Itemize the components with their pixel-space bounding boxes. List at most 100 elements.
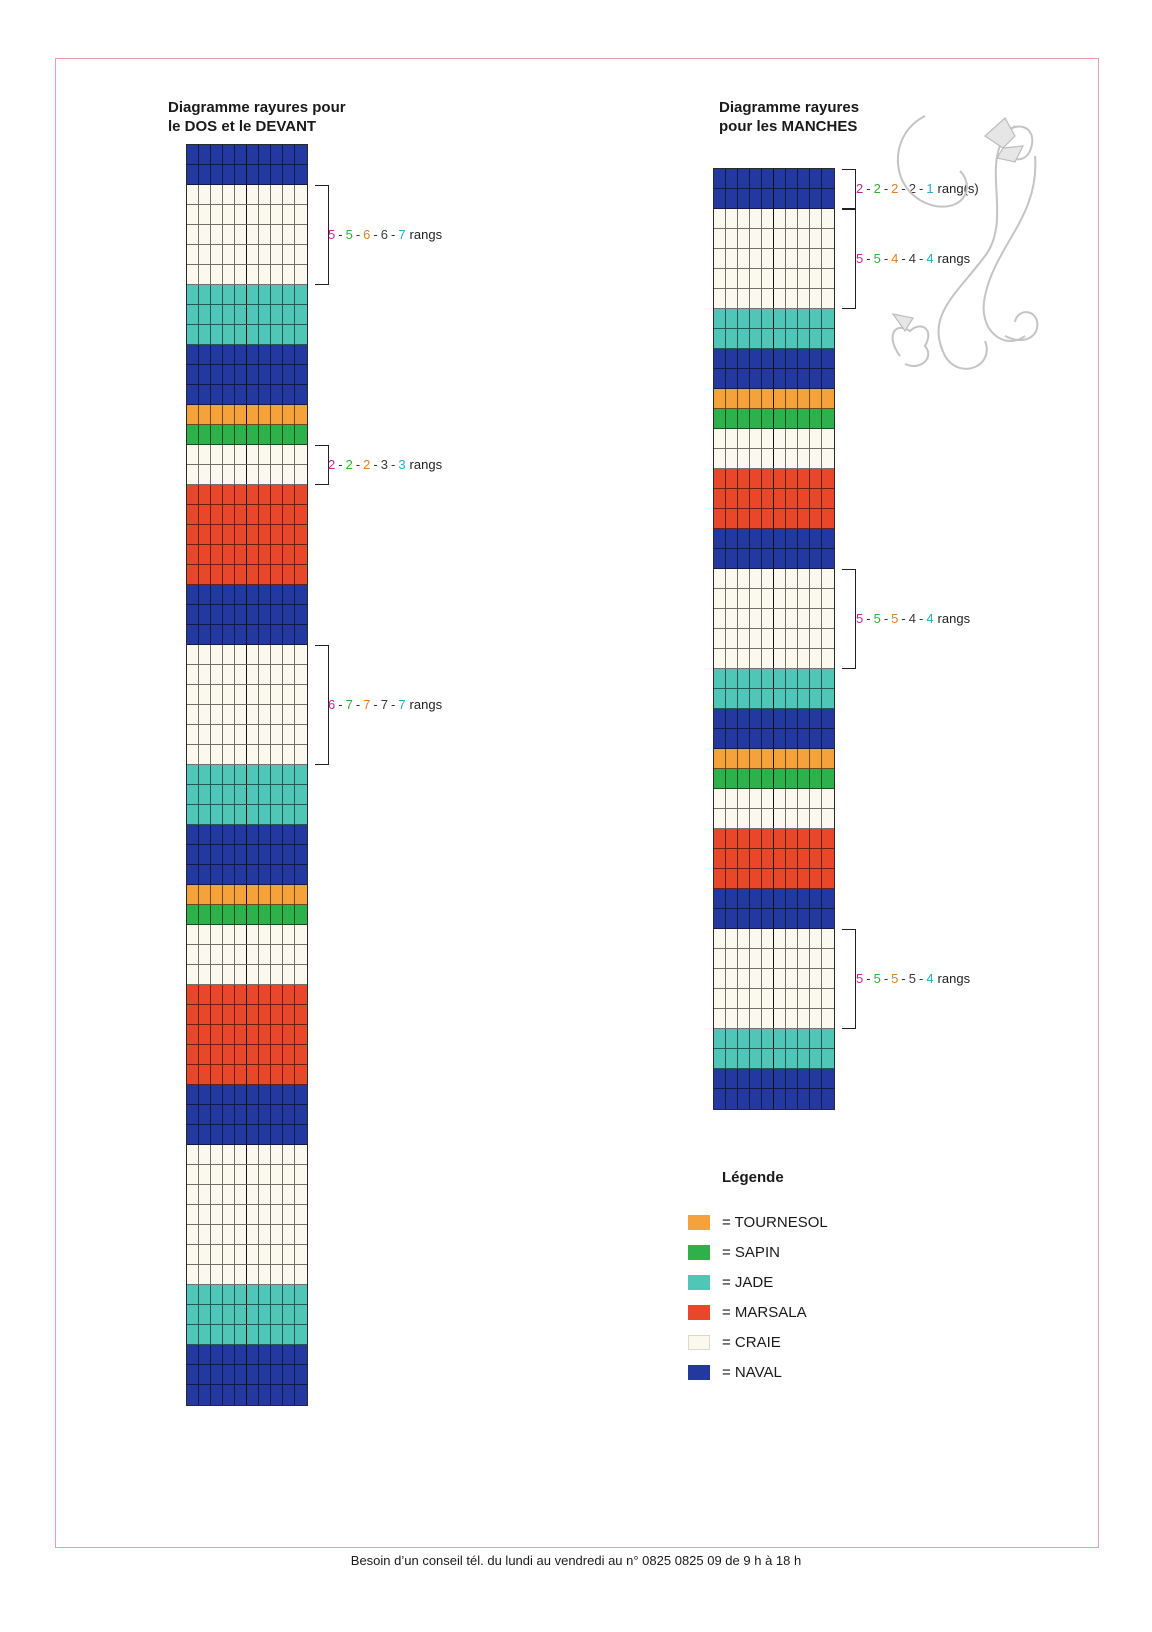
stripe-row-marsala [187, 505, 307, 525]
stripe-row-marsala [714, 829, 834, 849]
stripe-row-naval [187, 1085, 307, 1105]
stripe-row-craie [187, 745, 307, 765]
stripe-row-jade [187, 805, 307, 825]
stripe-row-craie [714, 949, 834, 969]
stripe-row-craie [714, 289, 834, 309]
size-row-count: 6 [328, 697, 336, 712]
legend-item-tournesol: = TOURNESOL [688, 1213, 828, 1231]
size-row-count: 7 [380, 697, 388, 712]
stripe-row-marsala [714, 469, 834, 489]
row-unit-label: rangs [409, 227, 443, 242]
row-count-label: 5-5-4-4-4 rangs [856, 251, 971, 266]
stripe-row-craie [187, 1245, 307, 1265]
stripe-row-craie [714, 989, 834, 1009]
stripe-row-marsala [187, 985, 307, 1005]
size-row-count: 5 [856, 971, 864, 986]
size-row-count: 5 [873, 971, 881, 986]
stripe-row-tournesol [187, 405, 307, 425]
legend-swatch [688, 1244, 710, 1260]
stripe-row-naval [187, 585, 307, 605]
butterfly-swirl-icon [891, 115, 1039, 370]
row-unit-label: rangs [937, 611, 971, 626]
size-row-count: 4 [926, 611, 934, 626]
stripe-row-craie [714, 929, 834, 949]
row-count-brace [842, 929, 856, 1029]
stripe-row-jade [187, 1285, 307, 1305]
stripe-row-craie [187, 705, 307, 725]
legend-item-naval: = NAVAL [688, 1363, 782, 1381]
stripe-row-craie [714, 449, 834, 469]
stripe-row-craie [714, 1009, 834, 1029]
row-count-label: 5-5-6-6-7 rangs [328, 227, 443, 242]
size-row-count: 4 [926, 251, 934, 266]
stripe-row-jade [187, 1325, 307, 1345]
stripe-row-craie [714, 229, 834, 249]
stripe-row-craie [187, 1165, 307, 1185]
size-row-count: 7 [398, 697, 406, 712]
stripe-row-naval [187, 145, 307, 165]
stripe-row-naval [187, 165, 307, 185]
legend-label: = TOURNESOL [722, 1213, 828, 1231]
size-row-count: 2 [908, 181, 916, 196]
stripe-row-jade [714, 669, 834, 689]
legend-item-sapin: = SAPIN [688, 1243, 780, 1261]
size-row-count: 2 [891, 181, 899, 196]
legend-item-jade: = JADE [688, 1273, 773, 1291]
stripe-row-jade [187, 325, 307, 345]
stripe-row-tournesol [187, 885, 307, 905]
stripe-row-tournesol [714, 749, 834, 769]
stripe-row-craie [187, 965, 307, 985]
size-row-count: 1 [926, 181, 934, 196]
row-unit-label: rangs [409, 697, 443, 712]
row-unit-label: rangs [409, 457, 443, 472]
size-row-count: 4 [908, 611, 916, 626]
stripe-row-craie [187, 205, 307, 225]
stripe-row-jade [714, 329, 834, 349]
row-unit-label: rangs [937, 251, 971, 266]
row-count-brace [315, 445, 329, 485]
legend-swatch [688, 1364, 710, 1380]
stripe-row-craie [187, 685, 307, 705]
stripe-row-marsala [714, 509, 834, 529]
stripe-row-naval [187, 1125, 307, 1145]
stripe-row-jade [714, 689, 834, 709]
stripe-row-jade [714, 1029, 834, 1049]
legend-label: = JADE [722, 1273, 774, 1291]
legend-label: = MARSALA [722, 1303, 807, 1321]
row-unit-label: rang(s) [937, 181, 979, 196]
size-row-count: 2 [873, 181, 881, 196]
stripe-row-craie [187, 265, 307, 285]
stripe-row-craie [187, 465, 307, 485]
legend-label: = SAPIN [722, 1243, 780, 1261]
stripe-row-sapin [187, 425, 307, 445]
stripe-row-craie [714, 649, 834, 669]
stripe-row-naval [714, 1089, 834, 1109]
stripe-row-naval [187, 365, 307, 385]
stripe-row-naval [187, 845, 307, 865]
stripe-row-jade [187, 785, 307, 805]
stripe-row-sapin [714, 409, 834, 429]
stripe-row-naval [714, 709, 834, 729]
legend-swatch [688, 1304, 710, 1320]
legend-swatch [688, 1334, 710, 1350]
stripe-row-naval [714, 189, 834, 209]
stripe-row-craie [714, 969, 834, 989]
size-row-count: 5 [345, 227, 353, 242]
stripe-row-craie [714, 609, 834, 629]
size-row-count: 2 [345, 457, 353, 472]
stripe-row-marsala [187, 1045, 307, 1065]
size-row-count: 5 [873, 611, 881, 626]
row-count-brace [842, 169, 856, 209]
stripe-row-jade [187, 765, 307, 785]
manches-stripe-grid [713, 168, 835, 1110]
row-count-brace [842, 569, 856, 669]
stripe-row-naval [714, 729, 834, 749]
stripe-row-marsala [714, 489, 834, 509]
size-row-count: 2 [856, 181, 864, 196]
size-row-count: 5 [873, 251, 881, 266]
legend-swatch [688, 1214, 710, 1230]
stripe-row-naval [187, 345, 307, 365]
stripe-row-naval [714, 169, 834, 189]
stripe-row-jade [187, 1305, 307, 1325]
stripe-row-craie [714, 269, 834, 289]
